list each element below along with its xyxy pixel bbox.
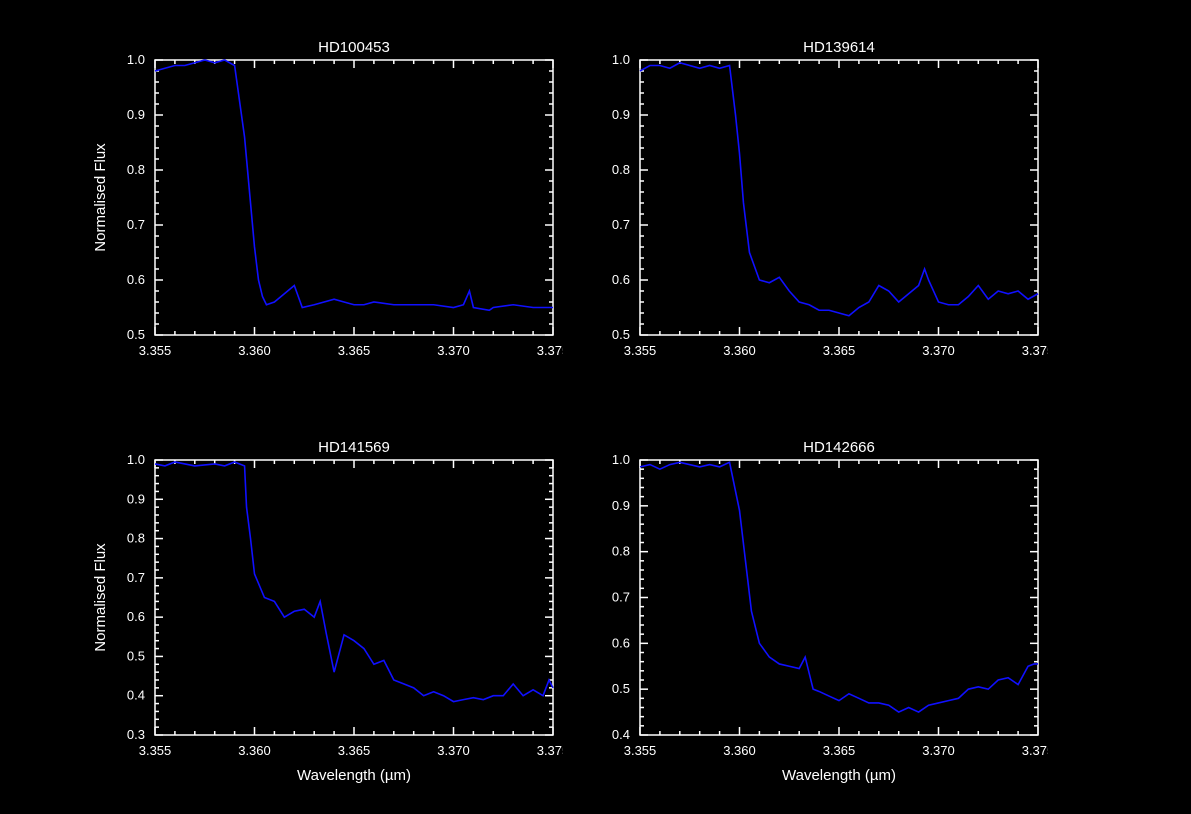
ytick-label: 0.4 [612, 727, 630, 742]
xtick-label: 3.360 [238, 743, 271, 758]
panel-hd139614: 3.355 3.360 3.365 3.370 3.375 0.5 0.6 0.7 0.8 0.9… [570, 32, 1048, 390]
y-axis-label: Normalised Flux [92, 543, 109, 652]
ytick-label: 0.7 [127, 570, 145, 585]
ytick-label: 0.6 [127, 609, 145, 624]
xtick-label: 3.375 [1022, 343, 1048, 358]
spectrum-series [155, 462, 553, 702]
ytick-label: 0.9 [612, 498, 630, 513]
y-axis-label: Normalised Flux [92, 143, 109, 252]
panel-hd100453: 3.355 3.360 3.365 3.370 3.375 0.5 0.6 0.7 0.8 0.9… [85, 32, 563, 390]
ytick-label: 1.0 [612, 452, 630, 467]
ytick-label: 1.0 [127, 452, 145, 467]
panel-hd142666: 3.355 3.360 3.365 3.370 3.375 0.4 0.5 0.6 0.7 0.8… [570, 432, 1048, 790]
xtick-label: 3.355 [139, 743, 172, 758]
xtick-label: 3.370 [437, 743, 470, 758]
ytick-label: 0.6 [612, 635, 630, 650]
spectrum-series [640, 462, 1038, 712]
xtick-label: 3.365 [338, 743, 371, 758]
ytick-label: 0.7 [612, 217, 630, 232]
xtick-label: 3.365 [823, 743, 856, 758]
ytick-label: 1.0 [612, 52, 630, 67]
ytick-label: 0.8 [127, 162, 145, 177]
xtick-label: 3.370 [922, 743, 955, 758]
spectrum-series [155, 60, 553, 310]
ytick-label: 0.3 [127, 727, 145, 742]
xtick-label: 3.355 [624, 343, 657, 358]
xtick-label: 3.375 [537, 743, 563, 758]
xtick-label: 3.355 [139, 343, 172, 358]
ytick-label: 0.8 [612, 162, 630, 177]
ytick-label: 0.7 [612, 590, 630, 605]
xtick-label: 3.360 [238, 343, 271, 358]
ytick-label: 0.6 [127, 272, 145, 287]
x-axis-label: Wavelength (µm) [782, 767, 896, 784]
figure-grid: 3.355 3.360 3.365 3.370 3.375 0.5 0.6 0.7 0.8 0.9… [0, 0, 1191, 814]
ytick-label: 0.8 [612, 544, 630, 559]
xtick-label: 3.370 [437, 343, 470, 358]
ytick-label: 0.9 [127, 491, 145, 506]
ytick-label: 0.8 [127, 531, 145, 546]
xtick-label: 3.375 [1022, 743, 1048, 758]
panel-title: HD139614 [803, 39, 875, 56]
ytick-label: 0.9 [612, 107, 630, 122]
ytick-label: 1.0 [127, 52, 145, 67]
xtick-label: 3.355 [624, 743, 657, 758]
ytick-label: 0.5 [127, 648, 145, 663]
panel-title: HD142666 [803, 439, 875, 456]
x-axis-label: Wavelength (µm) [297, 767, 411, 784]
ytick-label: 0.5 [612, 327, 630, 342]
spectrum-series [640, 63, 1038, 316]
xtick-label: 3.365 [823, 343, 856, 358]
xtick-label: 3.360 [723, 343, 756, 358]
xtick-label: 3.375 [537, 343, 563, 358]
panel-title: HD141569 [318, 439, 390, 456]
panel-hd141569: 3.355 3.360 3.365 3.370 3.375 0.3 0.4 0.5 0.6 0.7… [85, 432, 563, 790]
panel-title: HD100453 [318, 39, 390, 56]
xtick-label: 3.360 [723, 743, 756, 758]
ytick-label: 0.5 [612, 681, 630, 696]
xtick-label: 3.365 [338, 343, 371, 358]
ytick-label: 0.6 [612, 272, 630, 287]
ytick-label: 0.7 [127, 217, 145, 232]
ytick-label: 0.5 [127, 327, 145, 342]
ytick-label: 0.9 [127, 107, 145, 122]
xtick-label: 3.370 [922, 343, 955, 358]
ytick-label: 0.4 [127, 688, 145, 703]
